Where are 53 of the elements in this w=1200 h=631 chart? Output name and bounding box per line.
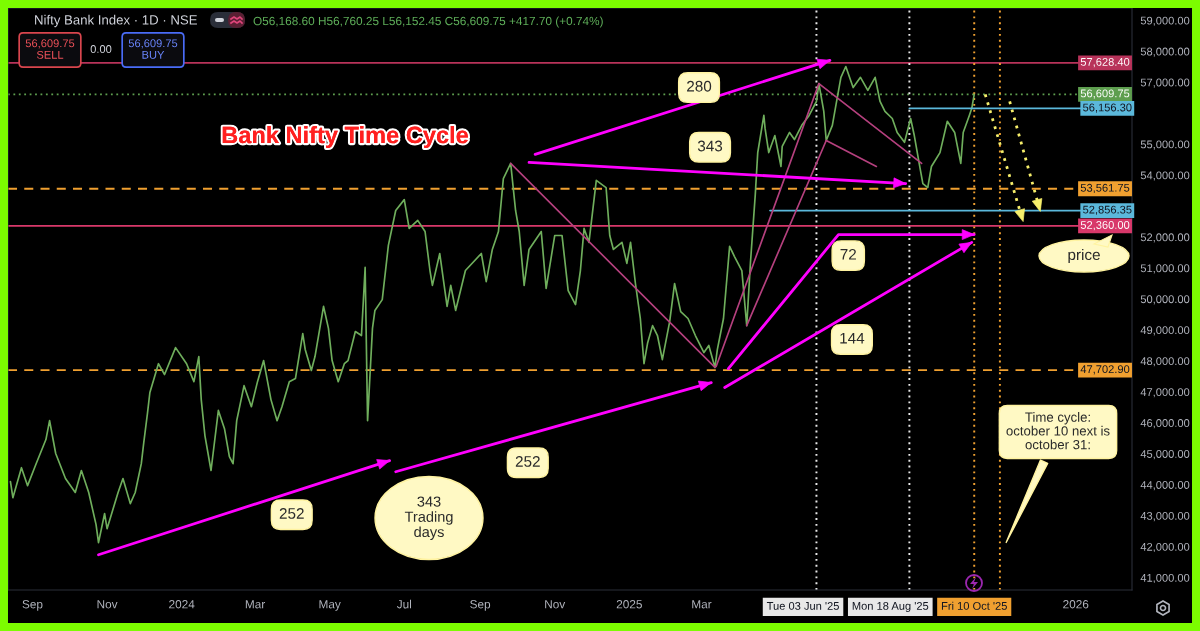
x-tick-label: Sep	[470, 600, 491, 611]
annotation: 56,609.75 BUY	[128, 39, 178, 59]
x-tick-label: Jul	[396, 599, 412, 609]
y-tick-label: 57,000.00	[1140, 78, 1190, 88]
ref-line-label: 52,360.00	[1080, 221, 1130, 231]
annotation: 343	[697, 140, 723, 152]
annotation: 0.00	[90, 45, 112, 53]
y-tick-label: 49,000.00	[1140, 326, 1190, 336]
ref-line-label: Tue 03 Jun '25	[766, 601, 839, 610]
y-tick-label: 52,000.00	[1140, 233, 1190, 243]
x-tick-label: Mar	[692, 600, 712, 609]
annotation: 72	[840, 248, 856, 260]
annotation: price	[1068, 248, 1100, 264]
annotation: O56,168.60 H56,760.25 L56,152.45 C56,609.75 +417.70 (+0.74%)	[253, 16, 603, 28]
ref-line-label: Fri 10 Oct '25	[941, 601, 1007, 610]
y-tick-label: 58,000.00	[1140, 47, 1190, 57]
data-label: 56,156.30	[1083, 103, 1132, 113]
x-tick-label: Nov	[97, 600, 118, 609]
y-tick-label: 44,000.00	[1140, 481, 1190, 491]
chart-subtitle: Nifty Bank Index · 1D · NSE	[35, 14, 197, 28]
annotation: 280	[687, 80, 712, 92]
y-tick-label: 43,000.00	[1140, 511, 1190, 522]
y-tick-label: 48,000.00	[1140, 357, 1190, 367]
y-tick-label: 42,000.00	[1140, 542, 1190, 553]
y-tick-label: 41,000.00	[1140, 573, 1190, 584]
annotation: 252	[515, 456, 540, 467]
x-tick-label: Mar	[245, 600, 266, 609]
ref-line-label: 57,628.40	[1080, 57, 1130, 68]
ref-line-label: 53,561.75	[1080, 183, 1130, 194]
y-tick-label: 46,000.00	[1140, 419, 1190, 429]
y-tick-label: 54,000.00	[1140, 171, 1190, 181]
annotation: 343 Trading days	[404, 496, 453, 540]
data-label: 52,856.35	[1083, 205, 1132, 215]
y-tick-label: 50,000.00	[1140, 295, 1190, 305]
annotation: 144	[840, 332, 865, 344]
ref-line-label: Mon 18 Aug '25	[852, 601, 929, 613]
x-tick-label: 2026	[1063, 600, 1089, 609]
y-tick-label: 51,000.00	[1140, 264, 1190, 274]
y-tick-label: 55,000.00	[1140, 140, 1190, 150]
x-tick-label: Nov	[545, 600, 566, 609]
y-tick-label: 59,000.00	[1140, 16, 1190, 26]
ref-line-label: 47,702.90	[1080, 365, 1130, 375]
annotation: 56,609.75 SELL	[25, 39, 75, 59]
annotation: 252	[279, 508, 304, 519]
ref-line-label: 56,609.75	[1080, 89, 1130, 99]
x-tick-label: May	[319, 600, 341, 611]
y-tick-label: 45,000.00	[1140, 450, 1190, 460]
y-tick-label: 47,000.00	[1140, 388, 1190, 398]
annotation: Time cycle: october 10 next is october 31:	[1006, 412, 1110, 450]
x-tick-label: Sep	[22, 600, 43, 611]
x-tick-label: 2025	[616, 600, 642, 609]
x-tick-label: 2024	[169, 600, 195, 609]
text: Bank Nifty Time Cycle	[222, 126, 468, 148]
